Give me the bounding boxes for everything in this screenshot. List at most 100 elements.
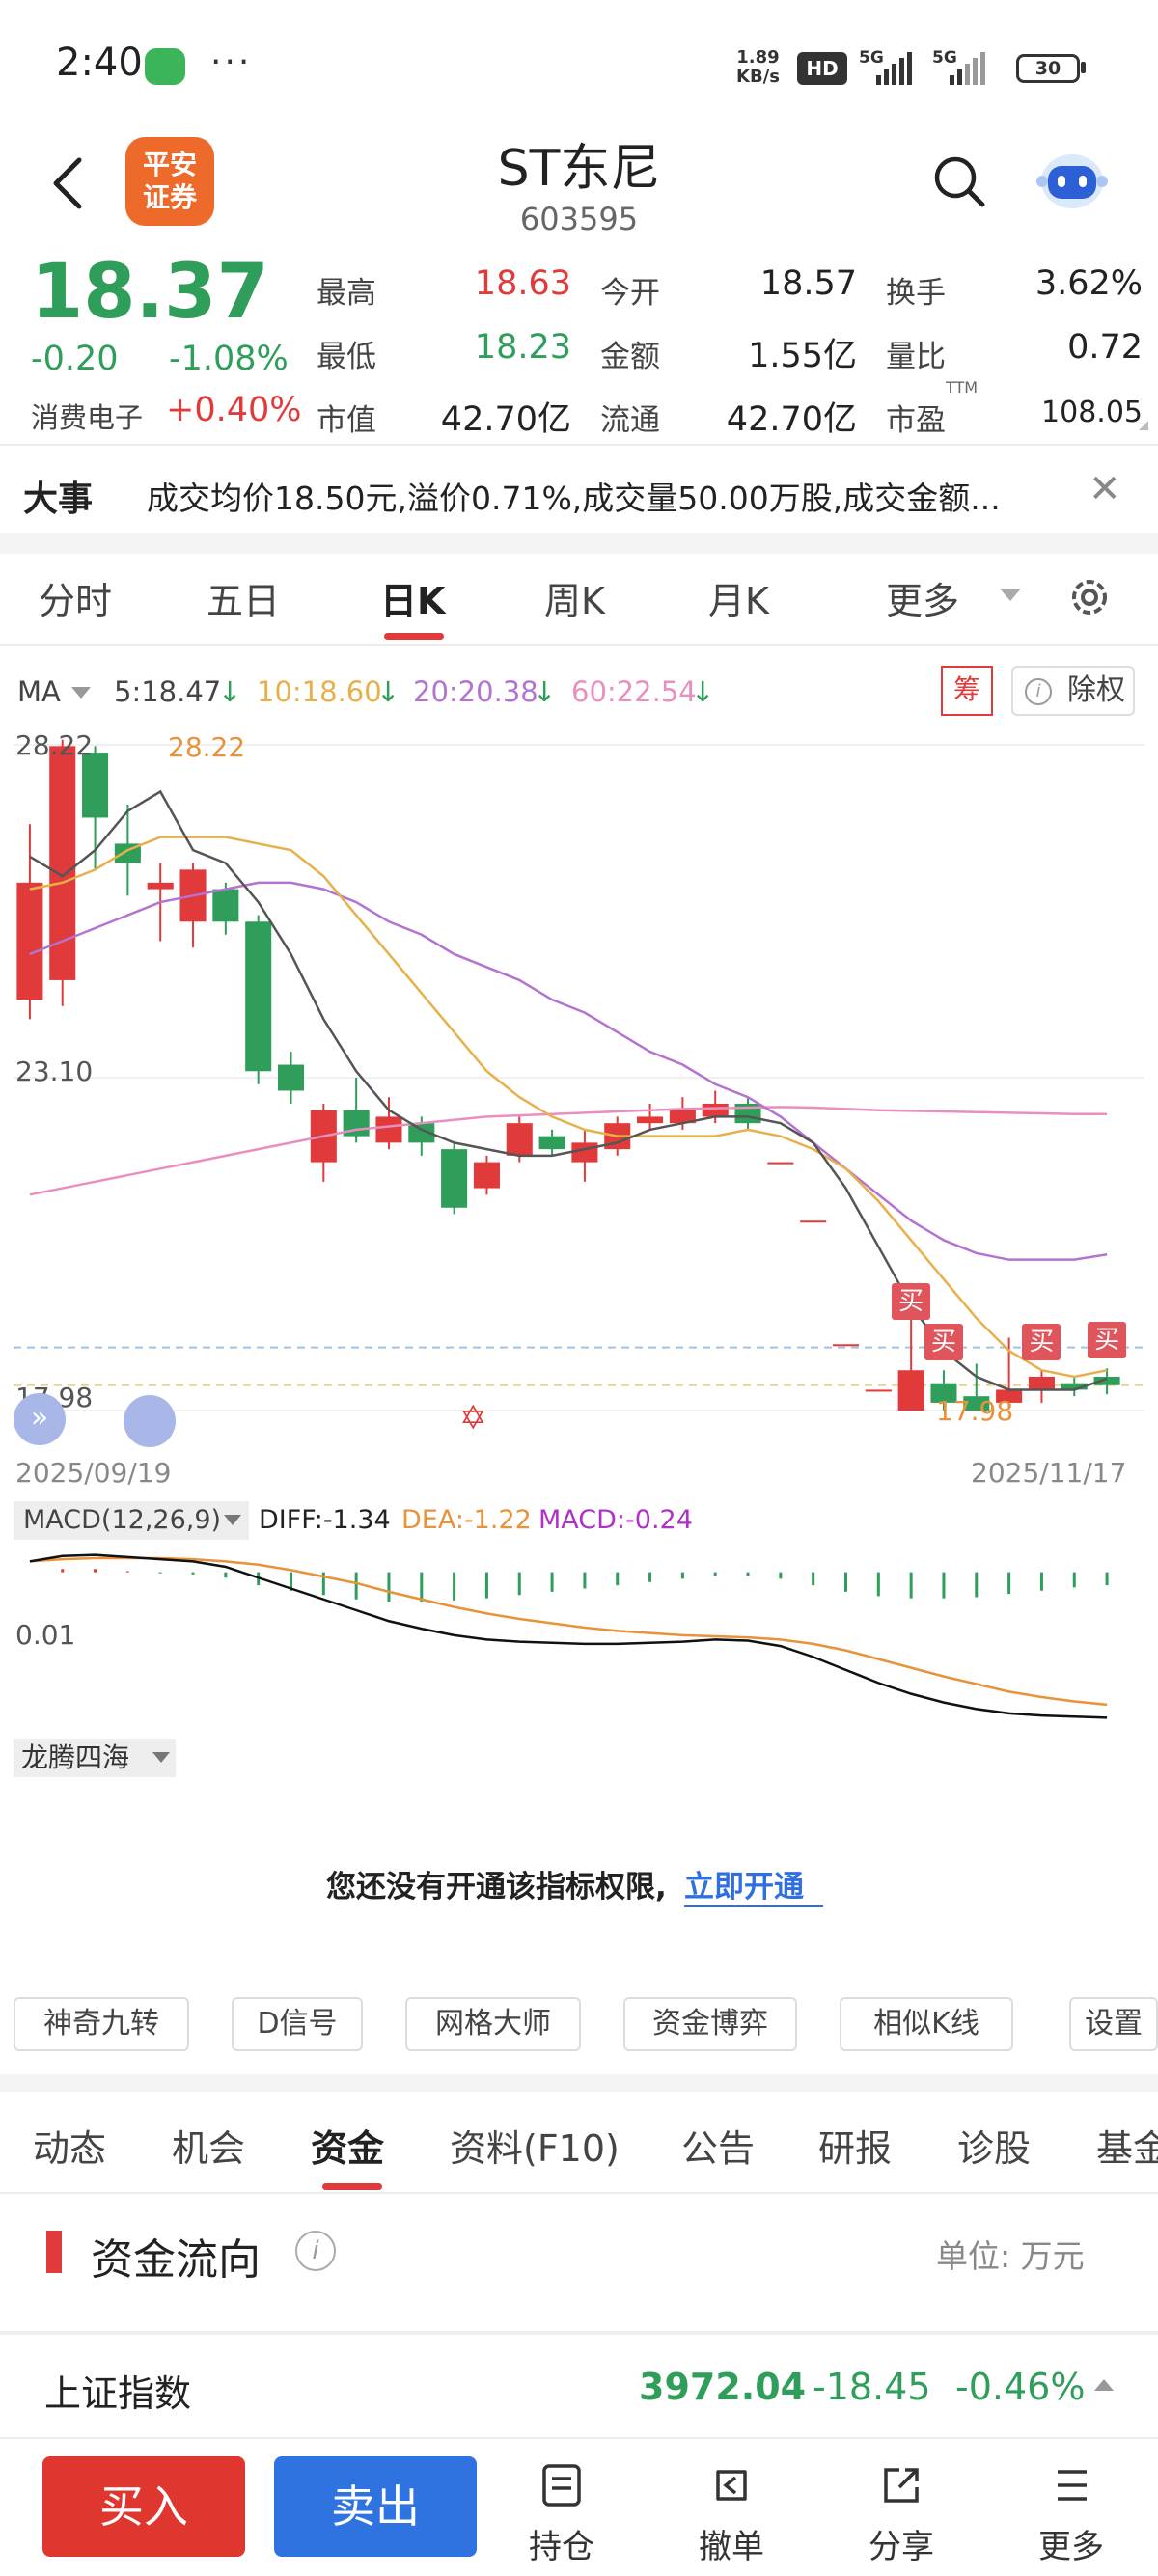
info-icon[interactable]: i [295, 2231, 336, 2271]
more-label[interactable]: 更多 [1038, 2528, 1104, 2566]
close-icon[interactable]: ✕ [1089, 467, 1121, 511]
chevron-up-icon[interactable] [1094, 2379, 1114, 2391]
ma10-value: 10:18.60 [257, 675, 382, 708]
grid-master-button[interactable]: 网格大师 [405, 1997, 581, 2051]
broker-logo-text: 平安证券 [142, 149, 197, 213]
tab-opportunity[interactable]: 机会 [172, 2127, 246, 2170]
holdings-label[interactable]: 持仓 [529, 2528, 594, 2566]
candle-body [1061, 1383, 1088, 1390]
market-cap-value: 42.70亿 [440, 400, 571, 439]
candle-body [277, 1064, 305, 1091]
ma20-trend-down-icon: ↓ [533, 675, 557, 708]
index-name[interactable]: 上证指数 [44, 2372, 192, 2415]
candle-body [897, 1370, 924, 1411]
tab-news[interactable]: 动态 [33, 2127, 107, 2170]
tab-five-day[interactable]: 五日 [207, 580, 281, 622]
macd-dropdown-icon[interactable] [224, 1515, 241, 1525]
fullscreen-icon[interactable] [124, 1395, 176, 1447]
news-tag: 大事 [23, 480, 94, 519]
sector-name[interactable]: 消费电子 [31, 401, 144, 434]
buy-marker[interactable]: 买 [1088, 1322, 1127, 1359]
buy-marker[interactable]: 买 [924, 1324, 963, 1361]
d-signal-button[interactable]: D信号 [232, 1997, 363, 2051]
index-change: -18.45 [813, 2366, 931, 2408]
tab-weekly-k[interactable]: 周K [544, 580, 605, 622]
holdings-icon[interactable] [538, 2462, 585, 2508]
dragon-dropdown-icon[interactable] [152, 1752, 170, 1763]
chevron-down-icon[interactable] [1000, 589, 1021, 601]
event-star-icon[interactable]: ✡ [459, 1399, 487, 1438]
expand-corner-icon[interactable] [1139, 421, 1148, 430]
gear-icon[interactable] [1065, 573, 1114, 621]
high-value: 18.63 [474, 264, 571, 303]
kline-chart[interactable] [0, 724, 1158, 1495]
macd-indicator-selector[interactable]: MACD(12,26,9) [14, 1501, 249, 1540]
ma-dropdown-icon[interactable] [71, 687, 91, 699]
chip-distribution-button[interactable]: 筹 [941, 666, 993, 716]
macd-diff-line [29, 1553, 1108, 1719]
sell-button[interactable]: 卖出 [274, 2456, 477, 2557]
cancel-order-icon[interactable] [708, 2462, 755, 2508]
settings-button[interactable]: 设置 [1069, 1997, 1158, 2051]
buy-button[interactable]: 买入 [42, 2456, 245, 2557]
sector-change: +0.40% [166, 391, 302, 429]
ma5-trend-down-icon: ↓ [218, 675, 242, 708]
expand-arrows-icon[interactable]: » [14, 1393, 66, 1445]
buy-marker[interactable]: 买 [1022, 1324, 1062, 1361]
broker-logo[interactable]: 平安证券 [125, 137, 214, 226]
ma10-line [29, 836, 1108, 1379]
ma-label[interactable]: MA [17, 675, 61, 708]
news-text[interactable]: 成交均价18.50元,溢价0.71%,成交量50.00万股,成交金额... [147, 480, 1001, 517]
signal-icon-1 [876, 52, 912, 85]
amount-value: 1.55亿 [748, 337, 857, 375]
candle-body [963, 1396, 990, 1411]
tab-research[interactable]: 研报 [818, 2127, 893, 2170]
tab-announcement[interactable]: 公告 [681, 2127, 756, 2170]
share-icon[interactable] [878, 2462, 924, 2508]
macd-chart[interactable] [0, 1540, 1158, 1733]
back-arrow-icon[interactable] [46, 154, 89, 212]
tab-monthly-k[interactable]: 月K [708, 580, 769, 622]
signal-5g-label-2: 5G [932, 48, 957, 68]
buy-marker[interactable]: 买 [892, 1283, 931, 1320]
cancel-order-label[interactable]: 撤单 [699, 2528, 764, 2566]
tab-diagnosis[interactable]: 诊股 [957, 2127, 1032, 2170]
stock-code: 603595 [519, 201, 639, 237]
magic-nine-button[interactable]: 神奇九转 [14, 1997, 189, 2051]
max-price-label: 28.22 [168, 731, 246, 763]
current-price: 18.37 [31, 249, 269, 336]
pe-value: 108.05 [1041, 396, 1143, 429]
similar-kline-button[interactable]: 相似K线 [840, 1997, 1013, 2051]
status-time: 2:40 [56, 41, 143, 85]
volume-ratio-value: 0.72 [1067, 328, 1143, 367]
tab-fund[interactable]: 基金 [1096, 2127, 1158, 2170]
dragon-indicator-selector[interactable]: 龙腾四海 [14, 1739, 176, 1777]
tab-f10[interactable]: 资料(F10) [450, 2127, 620, 2170]
index-value: 3972.04 [639, 2366, 807, 2408]
tab-daily-k[interactable]: 日K [380, 580, 446, 622]
tab-more[interactable]: 更多 [886, 580, 960, 622]
battery-icon: 30 [1016, 54, 1080, 83]
min-price-label: 17.98 [936, 1395, 1014, 1427]
macd-diff-value: DIFF:-1.34 [259, 1505, 391, 1535]
info-icon: i [1025, 678, 1052, 705]
candle-body [702, 1103, 729, 1117]
candle-body [767, 1162, 794, 1165]
share-label[interactable]: 分享 [868, 2528, 934, 2566]
ma5-value: 5:18.47 [114, 675, 222, 708]
tab-capital[interactable]: 资金 [311, 2127, 385, 2170]
macd-axis-label: 0.01 [15, 1619, 76, 1651]
wechat-icon [145, 48, 185, 85]
enable-now-link[interactable]: 立即开通 [684, 1862, 823, 1907]
ai-assistant-icon[interactable] [1034, 145, 1110, 214]
candle-body [375, 1116, 402, 1143]
candle-body [571, 1142, 598, 1163]
divider [0, 2331, 1158, 2335]
market-cap-label: 市值 [317, 403, 376, 438]
ex-rights-button[interactable]: 除权 [1011, 666, 1135, 716]
more-menu-icon[interactable] [1048, 2462, 1094, 2508]
tab-intraday[interactable]: 分时 [39, 580, 113, 622]
search-icon[interactable] [932, 154, 986, 208]
capital-game-button[interactable]: 资金博弈 [623, 1997, 797, 2051]
float-cap-label: 流通 [600, 403, 660, 438]
